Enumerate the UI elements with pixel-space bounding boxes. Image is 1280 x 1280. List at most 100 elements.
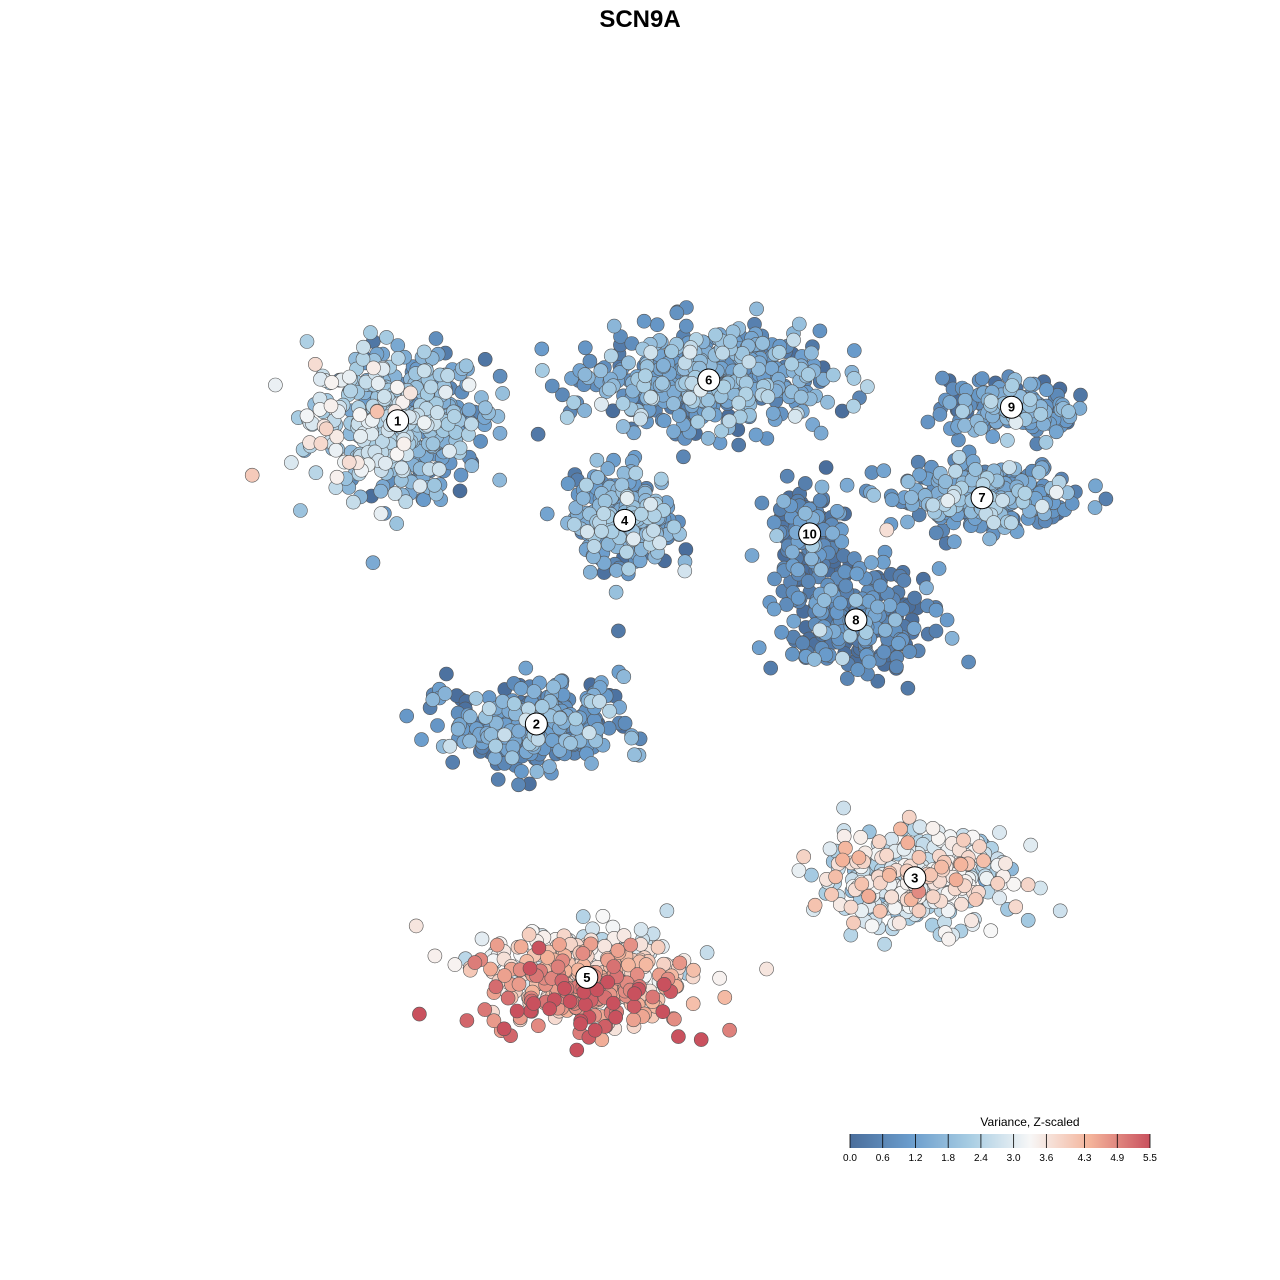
scatter-point [425, 692, 441, 707]
scatter-point [940, 493, 956, 508]
cluster-label-text: 8 [852, 612, 859, 627]
scatter-point [787, 408, 803, 424]
scatter-point [623, 937, 639, 953]
scatter-point [881, 867, 897, 883]
scatter-point [341, 454, 357, 470]
colorbar-tick-label: 2.4 [974, 1153, 988, 1164]
scatter-point [776, 493, 792, 509]
scatter-point [539, 506, 555, 522]
scatter-point [911, 507, 927, 523]
scatter-point [513, 681, 529, 696]
scatter-point [500, 990, 516, 1006]
scatter-point [627, 986, 642, 1002]
scatter-point [884, 492, 900, 508]
scatter-point [370, 376, 386, 391]
scatter-point [848, 592, 864, 608]
scatter-point [741, 354, 757, 370]
scatter-point [578, 477, 594, 493]
scatter-point [769, 528, 785, 544]
scatter-point [477, 1002, 493, 1017]
scatter-point [575, 909, 591, 924]
scatter-point [766, 515, 782, 531]
colorbar-tick-label: 1.8 [941, 1153, 955, 1164]
scatter-point [530, 426, 546, 442]
scatter-point [731, 437, 747, 453]
scatter-point [879, 522, 895, 538]
scatter-point [872, 578, 888, 594]
scatter-point [818, 460, 834, 475]
scatter-point [562, 994, 578, 1009]
scatter-point [416, 492, 432, 508]
scatter-point [722, 334, 738, 349]
scatter-point [957, 418, 973, 433]
scatter-point [447, 957, 463, 972]
scatter-point [299, 334, 315, 349]
scatter-point [853, 829, 869, 845]
scatter-point [299, 408, 315, 424]
scatter-point [427, 948, 443, 964]
scatter-point [518, 660, 534, 676]
scatter-point [983, 394, 999, 409]
scatter-point [907, 590, 922, 606]
colorbar-tick-label: 0.0 [843, 1153, 857, 1164]
scatter-point [676, 449, 691, 465]
scatter-point [968, 462, 983, 477]
scatter-point [511, 723, 527, 739]
scatter-point [900, 835, 916, 851]
scatter-point [363, 325, 378, 340]
scatter-point [982, 531, 997, 547]
scatter-point [492, 368, 508, 384]
cluster-label-text: 3 [911, 870, 918, 885]
scatter-point [744, 548, 760, 563]
scatter-point [403, 385, 418, 401]
cluster-label-4: 4 [613, 508, 637, 532]
scatter-point [701, 406, 717, 422]
scatter-point [592, 694, 607, 709]
scatter-point [1023, 837, 1038, 853]
scatter-point [864, 918, 880, 934]
scatter-point [552, 710, 568, 726]
scatter-point [700, 430, 716, 446]
scatter-point [877, 936, 892, 952]
scatter-point [495, 386, 510, 401]
scatter-point [627, 747, 642, 763]
scatter-point [323, 398, 339, 414]
scatter-point [861, 654, 877, 670]
scatter-point [664, 344, 680, 359]
scatter-point [608, 1010, 624, 1025]
scatter-point [820, 394, 835, 410]
scatter-point [1049, 484, 1064, 500]
scatter-point [596, 506, 612, 521]
scatter-point [786, 332, 801, 348]
scatter-point [563, 735, 578, 751]
scatter-point [544, 378, 560, 394]
scatter-point [408, 918, 424, 934]
scatter-point [353, 428, 368, 444]
scatter-point [394, 460, 410, 476]
scatter-point [995, 493, 1010, 508]
scatter-point [911, 849, 927, 865]
scatter-point [925, 820, 941, 836]
scatter-point [876, 463, 892, 479]
scatter-point [423, 379, 439, 395]
scatter-point [860, 379, 875, 395]
scatter-point [964, 913, 979, 928]
scatter-point [617, 715, 633, 731]
cluster-label-text: 1 [394, 413, 401, 428]
scatter-point [838, 578, 854, 594]
scatter-point [904, 490, 919, 505]
scatter-point [887, 612, 903, 628]
scatter-point [1022, 392, 1038, 407]
scatter-point [356, 339, 371, 355]
scatter-point [1061, 404, 1076, 419]
scatter-point [1020, 877, 1036, 893]
cluster-label-2: 2 [524, 712, 548, 736]
scatter-point [893, 821, 908, 837]
scatter-point [559, 410, 575, 425]
scatter-point [600, 461, 616, 476]
scatter-point [822, 841, 838, 857]
scatter-point [452, 483, 468, 499]
scatter-point [534, 363, 550, 378]
scatter-point [398, 494, 414, 510]
